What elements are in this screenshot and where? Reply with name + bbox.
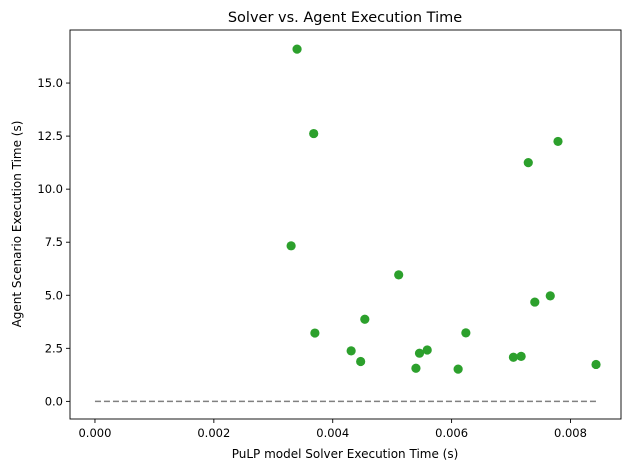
x-tick-label: 0.004 — [316, 426, 349, 440]
x-axis: 0.000 0.002 0.004 0.006 0.008 — [78, 419, 587, 440]
data-point — [461, 328, 471, 338]
x-tick-label: 0.006 — [435, 426, 468, 440]
y-tick-label: 10.0 — [37, 182, 63, 196]
data-point — [530, 297, 540, 307]
data-point — [292, 44, 302, 54]
y-tick-label: 12.5 — [37, 129, 63, 143]
data-point — [591, 359, 601, 370]
data-point — [310, 328, 320, 338]
data-point — [394, 270, 404, 280]
y-axis: 0.0 2.5 5.0 7.5 10.0 12.5 15.0 — [37, 76, 70, 408]
data-point — [346, 346, 356, 356]
data-point — [286, 241, 296, 251]
data-point — [422, 345, 432, 355]
chart-title: Solver vs. Agent Execution Time — [228, 10, 462, 26]
data-point — [356, 356, 366, 367]
data-point — [309, 128, 319, 139]
data-point — [411, 363, 421, 373]
data-point — [508, 352, 519, 362]
data-point — [523, 158, 533, 168]
y-tick-label: 15.0 — [37, 76, 63, 90]
data-point — [360, 314, 370, 324]
x-axis-label: PuLP model Solver Execution Time (s) — [232, 447, 459, 461]
plot-frame — [69, 29, 622, 420]
data-point — [545, 291, 555, 301]
data-point — [553, 136, 563, 147]
x-tick-label: 0.008 — [554, 426, 587, 440]
y-tick-label: 7.5 — [45, 235, 63, 249]
data-point — [453, 364, 463, 374]
data-point — [414, 348, 425, 358]
y-axis-label: Agent Scenario Execution Time (s) — [10, 121, 24, 328]
y-tick-label: 0.0 — [45, 394, 63, 408]
y-tick-label: 5.0 — [45, 288, 63, 302]
x-tick-label: 0.002 — [197, 426, 230, 440]
plot-area — [94, 44, 601, 403]
y-tick-label: 2.5 — [45, 341, 63, 355]
data-point — [516, 351, 526, 361]
x-tick-label: 0.000 — [78, 426, 111, 440]
